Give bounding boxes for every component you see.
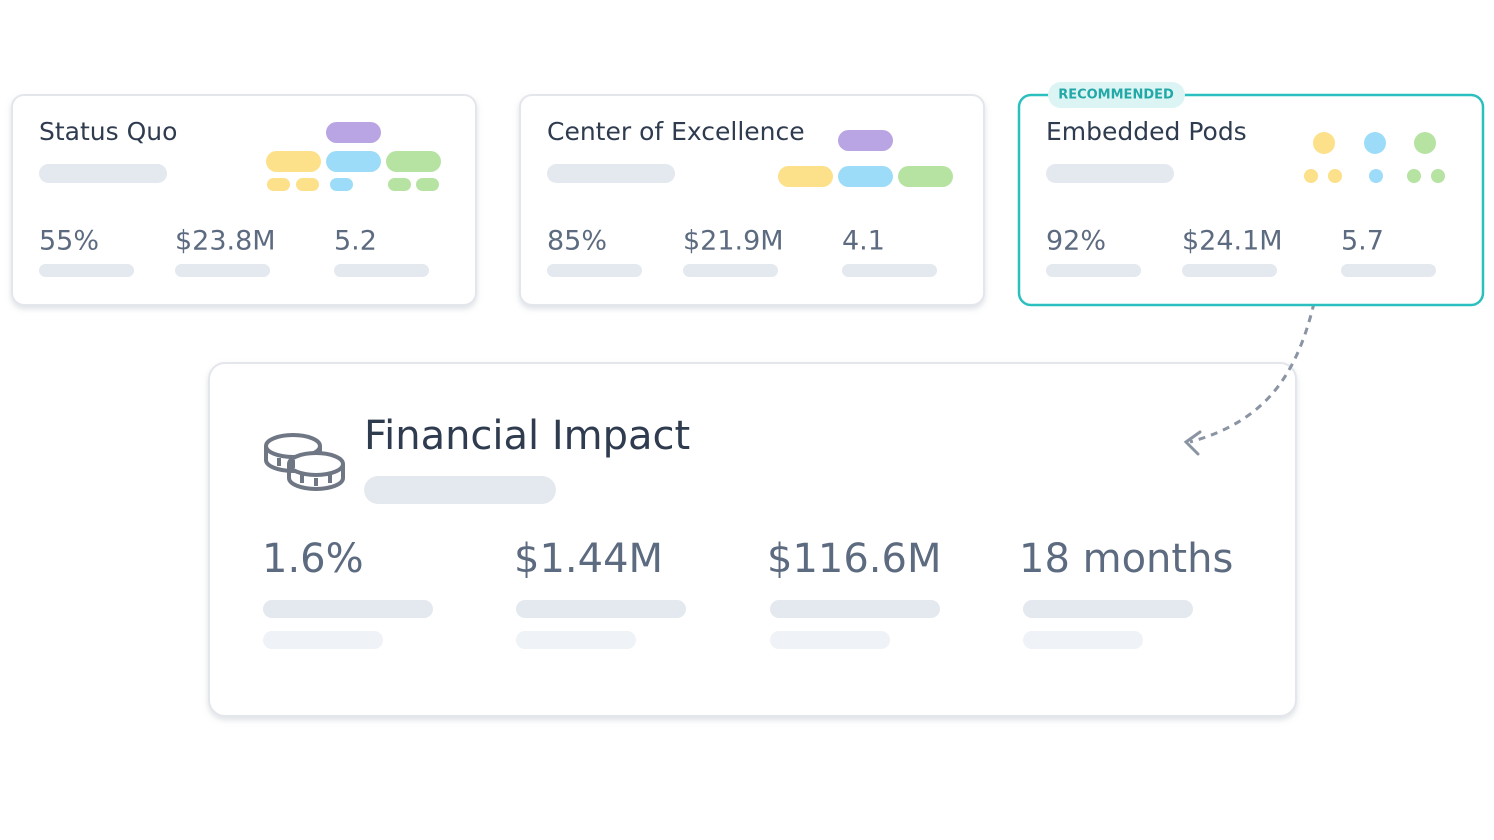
- placeholder: [1046, 264, 1141, 277]
- placeholder: [547, 264, 642, 277]
- placeholder: [1341, 264, 1436, 277]
- decor-pill: [838, 166, 893, 187]
- impact-metric: 18 months: [1019, 536, 1233, 582]
- coins-icon: [264, 433, 345, 491]
- decor-pill: [838, 130, 893, 151]
- card-title: Embedded Pods: [1046, 117, 1247, 146]
- scenario-card: [11, 94, 477, 306]
- card-title: Status Quo: [39, 117, 177, 146]
- decor-pill: [386, 151, 441, 172]
- placeholder: [1182, 264, 1277, 277]
- metric-value: 4.1: [842, 226, 885, 257]
- decor-pill: [416, 178, 439, 191]
- metric-value: $24.1M: [1182, 226, 1283, 257]
- card-title: Center of Excellence: [547, 117, 805, 146]
- decor-pill: [326, 151, 381, 172]
- placeholder: [516, 631, 636, 649]
- impact-metric: $1.44M: [514, 536, 663, 582]
- decor-pill: [778, 166, 833, 187]
- badge: [1048, 82, 1185, 108]
- decor-pill: [296, 178, 319, 191]
- placeholder: [1046, 164, 1174, 183]
- decor-dot: [1313, 132, 1335, 154]
- badge-text: RECOMMENDED: [1058, 88, 1174, 103]
- placeholder: [516, 600, 686, 618]
- placeholder: [1023, 600, 1193, 618]
- impact-metric: $116.6M: [767, 536, 941, 582]
- impact-card: [208, 362, 1297, 717]
- decor-pill: [266, 151, 321, 172]
- placeholder: [263, 600, 433, 618]
- metric-value: 92%: [1046, 226, 1106, 257]
- placeholder: [770, 631, 890, 649]
- placeholder: [175, 264, 270, 277]
- metric-value: 5.2: [334, 226, 377, 257]
- decor-dot: [1431, 169, 1445, 183]
- arrow-head: [1183, 430, 1202, 456]
- decor-dot: [1364, 132, 1386, 154]
- decor-pill: [326, 122, 381, 143]
- decor-dot: [1304, 169, 1318, 183]
- decor-pill: [898, 166, 953, 187]
- impact-metric: 1.6%: [262, 536, 364, 582]
- placeholder: [39, 164, 167, 183]
- metric-value: $23.8M: [175, 226, 276, 257]
- placeholder: [263, 631, 383, 649]
- metric-value: $21.9M: [683, 226, 784, 257]
- decor-dot: [1414, 132, 1436, 154]
- decor-pill: [267, 178, 290, 191]
- impact-title: Financial Impact: [364, 413, 690, 459]
- decor-pill: [388, 178, 411, 191]
- metric-value: 55%: [39, 226, 99, 257]
- metric-value: 5.7: [1341, 226, 1384, 257]
- metric-value: 85%: [547, 226, 607, 257]
- placeholder: [334, 264, 429, 277]
- connector-arrow: [1189, 289, 1319, 444]
- decor-dot: [1328, 169, 1342, 183]
- placeholder: [364, 476, 556, 504]
- decor-pill: [330, 178, 353, 191]
- placeholder: [547, 164, 675, 183]
- placeholder: [770, 600, 940, 618]
- placeholder: [842, 264, 937, 277]
- placeholder: [1023, 631, 1143, 649]
- placeholder: [683, 264, 778, 277]
- decor-dot: [1407, 169, 1421, 183]
- placeholder: [39, 264, 134, 277]
- decor-dot: [1369, 169, 1383, 183]
